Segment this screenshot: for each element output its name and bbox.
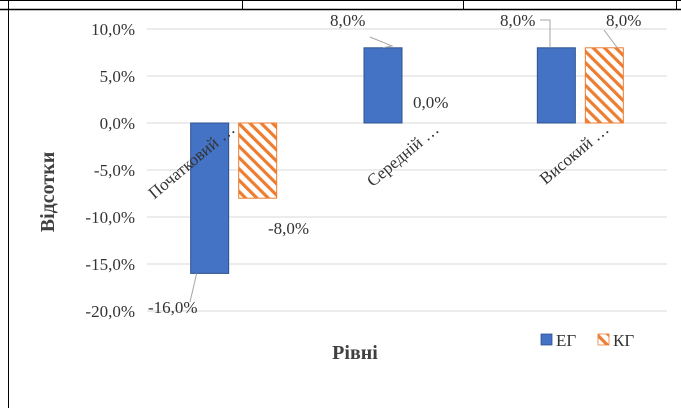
category-label: Середній … bbox=[363, 120, 442, 191]
gridlines bbox=[147, 28, 667, 312]
legend-swatch-kg bbox=[597, 333, 610, 346]
bar-kg-2 bbox=[584, 47, 624, 124]
bars bbox=[190, 47, 624, 274]
label-leader-lines bbox=[189, 19, 618, 303]
bar-eg-0 bbox=[190, 122, 230, 274]
y-tick-label: -20,0% bbox=[85, 302, 135, 321]
y-tick-label: -5,0% bbox=[94, 161, 135, 180]
legend-label-eg: ЕГ bbox=[556, 331, 576, 350]
leader-line bbox=[189, 273, 198, 303]
y-tick-label: -10,0% bbox=[85, 208, 135, 227]
data-label: 8,0% bbox=[330, 11, 365, 30]
bar-eg-1 bbox=[363, 47, 403, 124]
legend-label-kg: КГ bbox=[613, 331, 634, 350]
y-tick-label: -15,0% bbox=[85, 255, 135, 274]
leader-line bbox=[540, 19, 551, 48]
legend: ЕГ КГ bbox=[540, 331, 634, 350]
data-label: 8,0% bbox=[500, 11, 535, 30]
leader-line bbox=[369, 36, 394, 49]
y-tick-label: 5,0% bbox=[100, 67, 135, 86]
legend-swatch-eg bbox=[540, 333, 553, 346]
x-axis-title: Рівні bbox=[332, 342, 378, 364]
y-axis-title: Відсотки bbox=[37, 152, 59, 233]
bar-eg-2 bbox=[536, 47, 576, 124]
y-axis-tick-labels: 10,0% 5,0% 0,0% -5,0% -10,0% -15,0% -20,0% bbox=[85, 20, 135, 321]
bar-kg-0 bbox=[238, 122, 278, 199]
y-tick-label: 0,0% bbox=[100, 114, 135, 133]
category-label: Високий … bbox=[536, 120, 613, 189]
data-labels: -16,0% -8,0% 8,0% 0,0% 8,0% 8,0% bbox=[148, 11, 641, 317]
data-label: 8,0% bbox=[606, 11, 641, 30]
y-tick-label: 10,0% bbox=[91, 20, 135, 39]
data-label: -16,0% bbox=[148, 298, 198, 317]
leader-line bbox=[603, 29, 618, 49]
data-label: -8,0% bbox=[268, 219, 309, 238]
data-label: 0,0% bbox=[413, 93, 448, 112]
